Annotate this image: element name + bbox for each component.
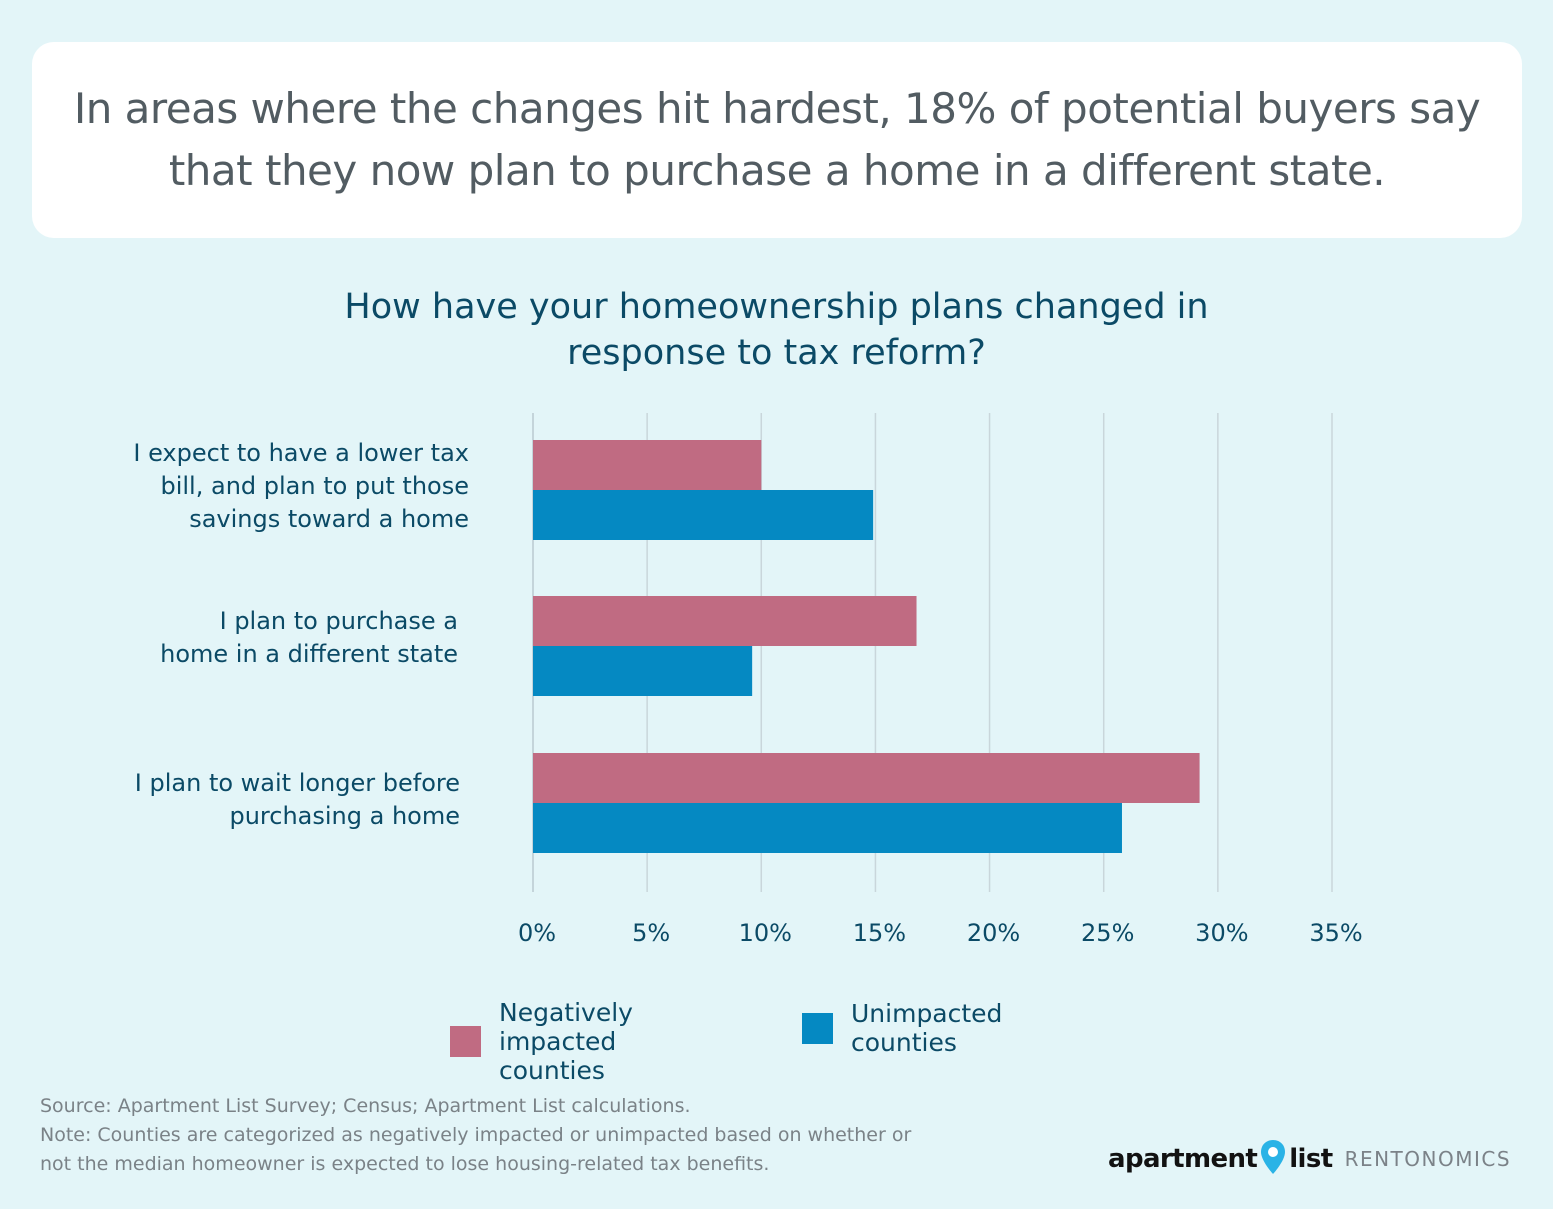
chart-title: How have your homeownership plans change… [344,287,1209,373]
x-tick-label: 15% [853,919,906,947]
headline-card: In areas where the changes hit hardest, … [32,42,1522,238]
category-label-line: savings toward a home [189,505,469,533]
category-label-line: I plan to wait longer before [134,769,460,797]
category-label-different-state: I plan to purchase a home in a different… [160,605,458,671]
category-label-line: I expect to have a lower tax [133,439,469,467]
bar-unimpacted-1 [533,646,753,696]
x-tick-label: 25% [1081,919,1134,947]
headline-text: In areas where the changes hit hardest, … [73,84,1481,195]
legend-swatch-unimpacted [802,1012,833,1044]
legend-label-line: Negatively impacted [499,998,633,1056]
logo-rentonomics: RENTONOMICS [1344,1147,1512,1171]
legend-label-negative: Negatively impacted counties [499,998,633,1085]
x-tick-label: 30% [1195,919,1248,947]
legend-item-negative: Negatively impacted counties [450,998,633,1085]
x-tick-label: 0% [518,919,556,947]
legend-swatch-negative [450,1026,481,1057]
x-tick-label: 5% [632,919,670,947]
method-note-line: Note: Counties are categorized as negati… [40,1124,912,1146]
legend-item-unimpacted: Unimpacted counties [802,998,1002,1058]
location-pin-icon [1260,1139,1286,1179]
category-label-wait-longer: I plan to wait longer before purchasing … [135,767,460,833]
logo-word-apartment: apartment [1108,1144,1258,1174]
apartment-list-logo: apartment list RENTONOMICS [1108,1134,1511,1184]
logo-word-list: list [1289,1144,1333,1174]
source-note: Source: Apartment List Survey; Census; A… [40,1095,691,1117]
x-tick-label: 20% [967,919,1020,947]
x-tick-label: 35% [1309,919,1362,947]
bar-negative-1 [533,596,917,646]
bar-unimpacted-0 [533,490,874,540]
category-label-lower-tax: I expect to have a lower tax bill, and p… [133,437,469,536]
bar-unimpacted-2 [533,803,1122,853]
method-note-line: not the median homeowner is expected to … [40,1153,770,1175]
category-label-line: I plan to purchase a [219,607,458,635]
x-tick-label: 10% [739,919,792,947]
category-label-line: home in a different state [160,640,458,668]
bar-negative-0 [533,440,762,490]
chart-footer: Source: Apartment List Survey; Census; A… [40,1092,1000,1179]
legend-label-unimpacted: Unimpacted counties [851,999,1003,1057]
category-label-line: bill, and plan to put those [160,472,469,500]
bar-negative-2 [533,753,1200,803]
bar-chart: 0% 5% 10% 15% 20% 25% 30% 35% [518,413,1363,947]
category-label-line: purchasing a home [229,802,460,830]
legend-label-line: counties [499,1056,605,1085]
category-labels: I expect to have a lower tax bill, and p… [0,0,512,1209]
